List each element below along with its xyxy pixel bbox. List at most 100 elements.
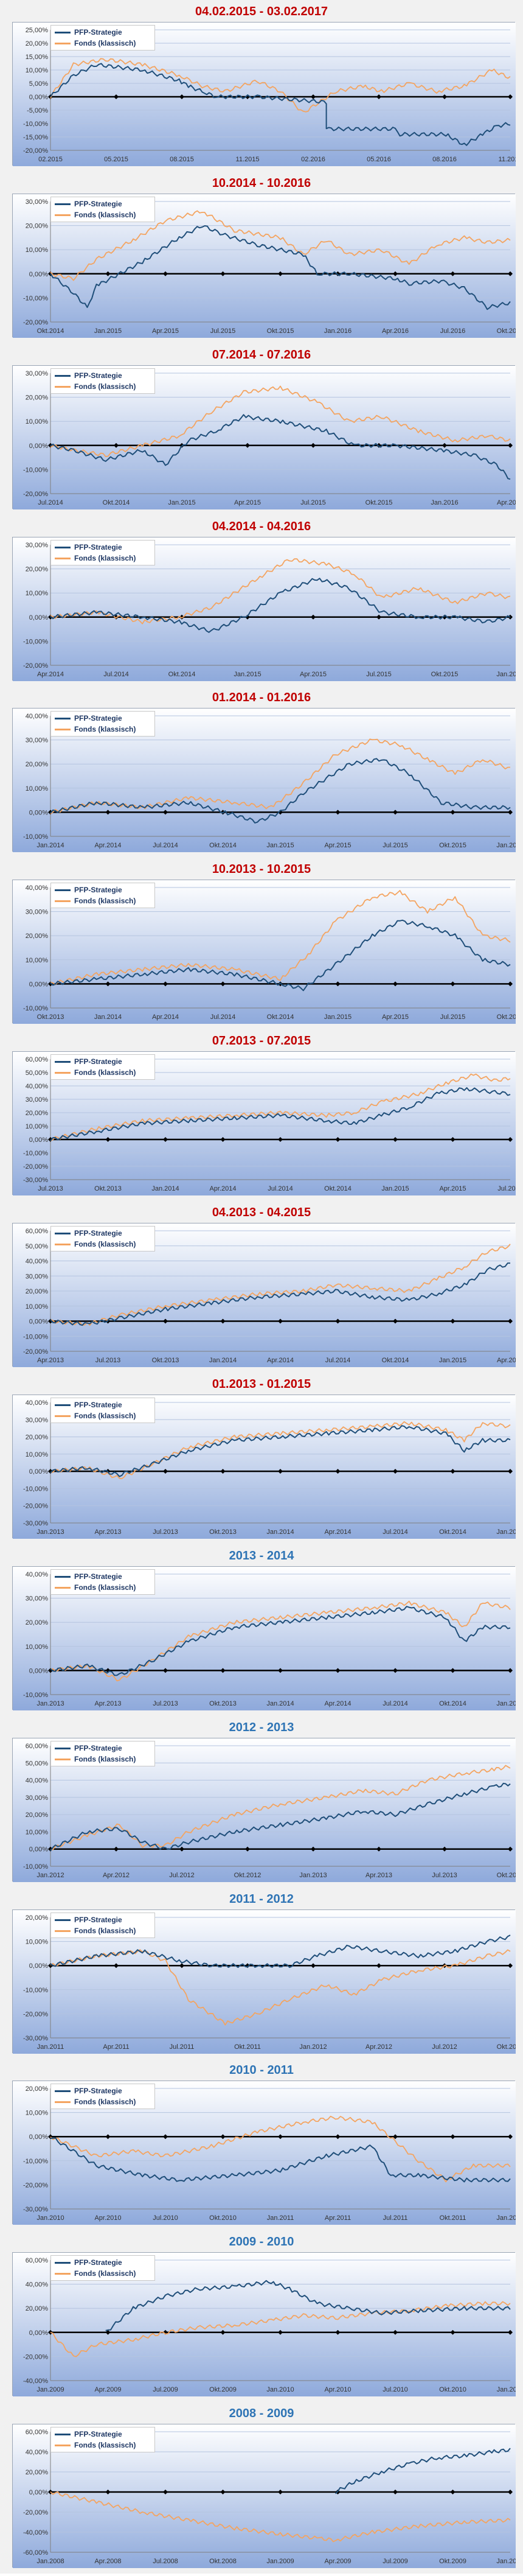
series-line-fonds bbox=[50, 385, 511, 457]
zero-marker bbox=[48, 1668, 53, 1673]
x-tick-label: Jul.2014 bbox=[383, 1700, 408, 1707]
x-tick-label: Jan.2011 bbox=[37, 2043, 64, 2051]
legend-swatch bbox=[55, 203, 71, 206]
x-tick-label: Apr.2010 bbox=[94, 2214, 121, 2222]
x-tick-label: Okt.2011 bbox=[234, 2043, 261, 2051]
legend-label: Fonds (klassisch) bbox=[74, 2269, 136, 2278]
zero-marker bbox=[220, 2329, 226, 2335]
chart-title: 10.2013 - 10.2015 bbox=[212, 863, 311, 876]
zero-marker bbox=[278, 2134, 283, 2140]
legend-entry: Fonds (klassisch) bbox=[55, 2268, 136, 2279]
series-line-pfp bbox=[105, 2280, 511, 2331]
x-tick-label: Jan.2011 bbox=[497, 2386, 516, 2393]
legend-label: PFP-Strategie bbox=[74, 886, 122, 894]
legend-entry: Fonds (klassisch) bbox=[55, 1410, 136, 1421]
y-tick-label: 0,00% bbox=[29, 1846, 48, 1853]
zero-marker bbox=[220, 2490, 226, 2494]
y-tick-label: 20,00% bbox=[26, 1914, 49, 1922]
zero-marker bbox=[442, 614, 447, 620]
zero-marker bbox=[245, 614, 250, 620]
y-tick-label: 20,00% bbox=[26, 2085, 49, 2093]
series-line-pfp bbox=[50, 758, 511, 824]
y-tick-label: -10,00% bbox=[23, 2158, 48, 2165]
zero-marker bbox=[335, 2329, 341, 2335]
legend-entry: Fonds (klassisch) bbox=[55, 381, 136, 392]
y-tick-label: 10,00% bbox=[26, 590, 49, 597]
x-tick-label: Jan.2016 bbox=[324, 327, 352, 335]
y-tick-label: 20,00% bbox=[26, 2305, 49, 2312]
zero-marker bbox=[163, 2329, 168, 2335]
zero-marker bbox=[450, 981, 455, 987]
legend-label: PFP-Strategie bbox=[74, 1229, 122, 1237]
x-tick-label: Jul.2014 bbox=[383, 1528, 408, 1536]
series-line-fonds bbox=[50, 1244, 511, 1326]
chart-legend: PFP-Strategie Fonds (klassisch) bbox=[50, 1913, 155, 1938]
zero-marker bbox=[508, 981, 513, 987]
x-tick-label: Jan.2015 bbox=[266, 842, 294, 849]
x-tick-label: Jan.2012 bbox=[496, 2214, 516, 2222]
legend-label: PFP-Strategie bbox=[74, 1057, 122, 1066]
zero-marker bbox=[508, 2134, 513, 2140]
x-tick-label: Jul.2014 bbox=[103, 671, 129, 678]
legend-entry: Fonds (klassisch) bbox=[55, 1239, 136, 1250]
chart-area: -30,00% -20,00% -10,00% 0,00% 10,00% 20,00% Ja… bbox=[12, 1909, 516, 2054]
chart-legend: PFP-Strategie Fonds (klassisch) bbox=[50, 1569, 155, 1595]
y-tick-label: -10,00% bbox=[23, 466, 48, 474]
zero-marker bbox=[393, 2490, 398, 2494]
zero-marker bbox=[179, 94, 184, 99]
series-line-pfp bbox=[50, 1087, 511, 1141]
chart-legend: PFP-Strategie Fonds (klassisch) bbox=[50, 2255, 155, 2281]
zero-marker bbox=[163, 1469, 168, 1474]
x-tick-label: Okt.2009 bbox=[209, 2386, 237, 2393]
y-tick-label: 10,00% bbox=[26, 1643, 49, 1651]
chart-panel: 04.2014 - 04.2016 -20,00% -10,00% 0,00% 10,0… bbox=[0, 515, 523, 687]
y-tick-label: -10,00% bbox=[23, 638, 48, 645]
y-tick-label: 50,00% bbox=[26, 1069, 49, 1077]
legend-swatch bbox=[55, 375, 71, 377]
x-tick-label: Apr.2015 bbox=[497, 1357, 516, 1364]
chart-title: 04.2013 - 04.2015 bbox=[212, 1206, 311, 1219]
zero-marker bbox=[508, 271, 513, 276]
zero-marker bbox=[48, 1846, 53, 1852]
zero-marker bbox=[105, 981, 111, 987]
x-tick-label: Okt.2015 bbox=[439, 842, 466, 849]
legend-swatch bbox=[55, 43, 71, 45]
zero-marker bbox=[163, 2490, 168, 2494]
y-tick-label: -10,00% bbox=[23, 1333, 48, 1340]
legend-label: PFP-Strategie bbox=[74, 2258, 122, 2267]
x-tick-label: 11.2016 bbox=[499, 156, 516, 163]
y-tick-label: 40,00% bbox=[26, 2449, 49, 2456]
x-tick-label: Jul.2010 bbox=[153, 2214, 178, 2222]
y-tick-label: -10,00% bbox=[23, 1863, 48, 1871]
y-tick-label: 20,00% bbox=[26, 1811, 49, 1819]
y-tick-label: -20,00% bbox=[23, 147, 48, 155]
legend-swatch bbox=[55, 1072, 71, 1074]
legend-label: PFP-Strategie bbox=[74, 1401, 122, 1409]
legend-label: Fonds (klassisch) bbox=[74, 1755, 136, 1763]
legend-entry: PFP-Strategie bbox=[55, 2085, 122, 2096]
legend-entry: Fonds (klassisch) bbox=[55, 724, 136, 735]
legend-entry: Fonds (klassisch) bbox=[55, 553, 136, 564]
y-tick-label: 10,00% bbox=[26, 2110, 49, 2117]
chart-area: -30,00% -20,00% -10,00% 0,00% 10,00% 20,00% 30… bbox=[12, 1051, 516, 1195]
legend-swatch bbox=[55, 900, 71, 903]
zero-marker bbox=[311, 443, 316, 448]
x-tick-label: Apr.2013 bbox=[365, 1872, 392, 1879]
x-tick-label: Okt.2015 bbox=[497, 1013, 516, 1021]
series-line-pfp bbox=[50, 414, 511, 480]
chart-title: 2012 - 2013 bbox=[229, 1721, 294, 1734]
zero-marker bbox=[105, 1137, 111, 1142]
zero-marker bbox=[376, 614, 381, 620]
y-tick-label: 30,00% bbox=[26, 542, 49, 549]
x-tick-label: Okt.2014 bbox=[439, 1700, 466, 1707]
series-line-pfp bbox=[50, 1425, 511, 1477]
y-tick-label: 60,00% bbox=[26, 1056, 49, 1063]
x-tick-label: Jan.2011 bbox=[267, 2214, 294, 2222]
y-tick-label: 0,00% bbox=[29, 809, 48, 816]
zero-marker bbox=[508, 2490, 513, 2494]
x-tick-label: Jul.2014 bbox=[153, 842, 178, 849]
legend-swatch bbox=[55, 2101, 71, 2104]
x-tick-label: Jan.2013 bbox=[36, 1528, 64, 1536]
y-tick-label: 0,00% bbox=[29, 271, 48, 278]
